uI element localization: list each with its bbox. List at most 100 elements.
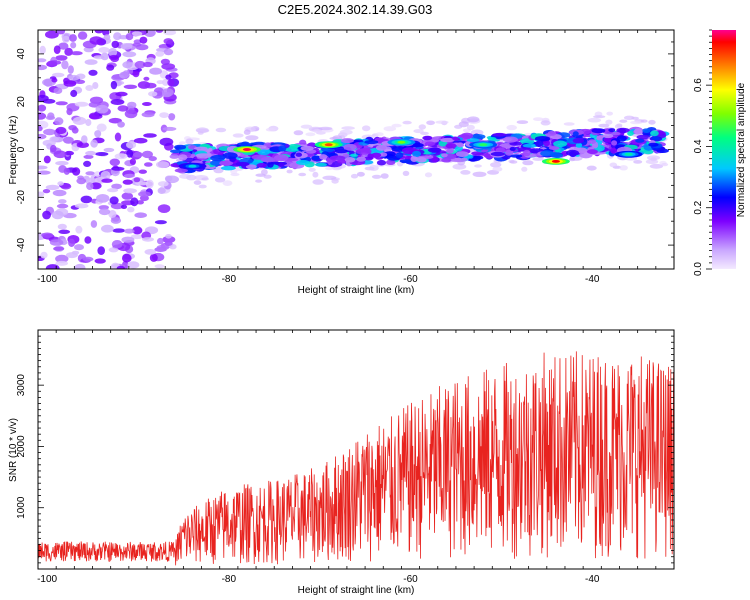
noise-cell <box>121 236 135 243</box>
noise-cell <box>53 87 63 94</box>
spectrogram-x-axis-label: Height of straight line (km) <box>298 285 415 296</box>
band-cell <box>399 159 413 164</box>
band-cell <box>445 143 457 149</box>
band-cell <box>608 128 616 133</box>
noise-cell <box>142 102 152 106</box>
band-cell <box>487 137 497 141</box>
noise-cell <box>103 34 111 41</box>
band-cell <box>427 147 442 153</box>
noise-cell <box>168 113 176 121</box>
noise-cell <box>142 237 154 242</box>
noise-cell <box>109 158 121 166</box>
noise-cell <box>74 263 86 269</box>
halo-cell <box>305 132 316 137</box>
band-cell <box>575 142 583 148</box>
colorbar-tick-label: 0.4 <box>693 139 704 153</box>
band-cell <box>651 136 660 141</box>
band-cell <box>335 149 348 154</box>
noise-cell <box>167 78 175 87</box>
band-cell <box>572 131 579 137</box>
band-cell <box>509 146 516 151</box>
halo-cell <box>222 180 233 187</box>
halo-cell <box>509 160 518 164</box>
noise-cell <box>66 108 73 116</box>
noise-cell <box>126 149 134 158</box>
noise-cell <box>74 203 89 209</box>
noise-cell <box>68 238 76 247</box>
band-cell <box>376 159 387 166</box>
noise-cell <box>155 51 165 57</box>
y-tick-label: -20 <box>16 190 27 205</box>
snr-x-axis-label: Height of straight line (km) <box>298 585 415 596</box>
noise-cell <box>57 223 67 230</box>
band-cell <box>315 162 327 167</box>
noise-cell <box>38 191 45 197</box>
noise-cell <box>43 128 56 136</box>
noise-cell <box>103 147 115 153</box>
band-cell <box>311 155 321 160</box>
noise-cell <box>63 136 74 144</box>
noise-cell <box>165 175 180 184</box>
noise-cell <box>111 240 123 249</box>
snr-y-axis-label: SNR (10 * v/v) <box>8 418 19 482</box>
halo-cell <box>215 127 227 133</box>
halo-cell <box>569 157 576 162</box>
halo-cell <box>648 119 656 125</box>
noise-cell <box>72 167 81 176</box>
spectrogram-axes: -100 -80 -60 -40 -40 -20 0 20 40 <box>16 29 675 285</box>
band-cell <box>386 159 396 165</box>
halo-cell <box>490 162 502 168</box>
band-cell <box>534 136 551 142</box>
band-cell <box>548 146 560 151</box>
y-tick-label: 3000 <box>16 374 27 397</box>
band-cell <box>341 138 354 144</box>
halo-cell <box>619 119 628 123</box>
noise-cell <box>111 183 122 190</box>
noise-cell <box>76 141 90 148</box>
band-cell <box>174 144 187 150</box>
halo-cell <box>474 164 482 168</box>
noise-cell <box>133 137 148 144</box>
noise-cell <box>165 234 172 239</box>
x-tick-label: -100 <box>37 574 57 585</box>
halo-cell <box>467 116 480 123</box>
halo-cell <box>540 120 551 126</box>
colorbar-tick-label: 0.6 <box>693 78 704 92</box>
noise-cell <box>109 196 119 205</box>
noise-cell <box>38 58 47 63</box>
halo-cell <box>533 117 544 121</box>
noise-cell <box>54 117 64 126</box>
noise-cell <box>149 253 158 262</box>
peak-core <box>397 140 406 144</box>
halo-cell <box>201 177 209 181</box>
noise-cell <box>96 194 110 203</box>
noise-cell <box>122 51 137 58</box>
noise-cell <box>56 30 66 35</box>
noise-cell <box>55 55 68 61</box>
chart-title: C2E5.2024.302.14.39.G03 <box>278 2 433 17</box>
band-cell <box>455 151 469 158</box>
band-cell <box>194 146 208 151</box>
band-cell <box>492 132 507 137</box>
noise-cell <box>47 60 62 65</box>
halo-cell <box>646 155 661 161</box>
band-cell <box>441 157 452 163</box>
noise-cell <box>83 154 94 159</box>
noise-cell <box>90 139 98 148</box>
halo-cell <box>609 162 618 168</box>
snr-panel: -100 -80 -60 -40 1000 2000 3000 Height of stra… <box>8 329 675 596</box>
noise-cell <box>56 203 69 209</box>
noise-cell <box>38 133 47 140</box>
x-tick-label: -80 <box>222 274 237 285</box>
noise-cell <box>85 171 95 176</box>
noise-cell <box>42 210 51 220</box>
band-cell <box>650 130 659 137</box>
band-cell <box>344 157 356 163</box>
snr-axes: -100 -80 -60 -40 1000 2000 3000 <box>16 329 675 585</box>
noise-cell <box>159 112 170 118</box>
band-cell <box>295 152 302 157</box>
noise-cell <box>55 254 69 263</box>
halo-cell <box>633 160 643 164</box>
noise-cell <box>92 82 99 89</box>
